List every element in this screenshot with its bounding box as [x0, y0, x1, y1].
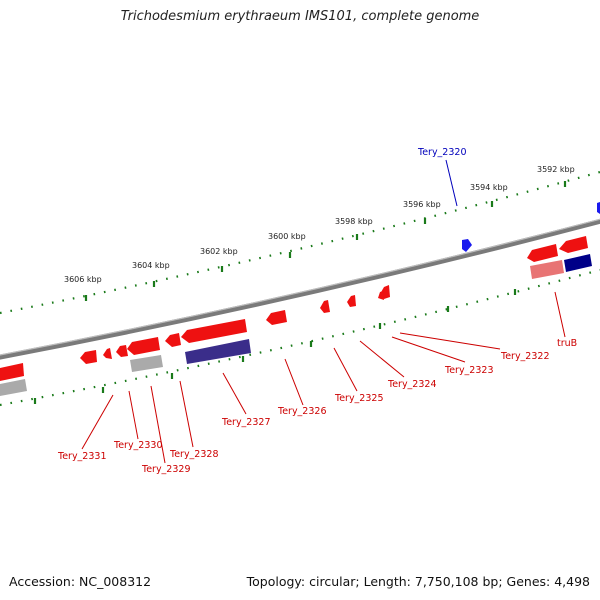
upper-scale-track	[0, 170, 600, 315]
feature-box-dark-blue[interactable]	[564, 254, 592, 272]
gene-label-tery-2331[interactable]: Tery_2331	[57, 451, 107, 462]
gene-label-tery-2323[interactable]: Tery_2323	[444, 365, 494, 376]
lower-scale-track	[0, 268, 600, 407]
leader-line-tery-2320	[445, 159, 458, 207]
gene-arrow-tery-2325[interactable]	[320, 300, 330, 313]
gene-label-tery-2324[interactable]: Tery_2324	[387, 379, 437, 390]
scale-labels: 3592 kbp 3594 kbp 3596 kbp 3598 kbp 3600…	[64, 165, 575, 284]
leader-line-tery-2324	[359, 340, 405, 378]
feature-box-pink[interactable]	[530, 260, 564, 279]
scale-label: 3602 kbp	[200, 247, 238, 256]
gene-arrow-tery-2320[interactable]	[462, 239, 472, 252]
map-title: Trichodesmium erythraeum IMS101, complet…	[120, 9, 480, 24]
gene-arrow-tery-2327[interactable]	[181, 319, 247, 343]
leader-line-tery-2323	[391, 336, 466, 363]
scale-label: 3598 kbp	[335, 217, 373, 226]
scale-label: 3600 kbp	[268, 232, 306, 241]
leader-line-tery-2329	[150, 385, 166, 464]
upper-major-ticks	[84, 181, 567, 301]
leader-line-tery-2326	[284, 358, 304, 406]
genome-backbone	[0, 218, 600, 360]
gene-arrow-tery-2323[interactable]	[378, 291, 384, 300]
leader-line-tery-2328	[179, 380, 194, 448]
leader-line-tery-2327	[222, 372, 247, 415]
gene-arrow-tery-2326[interactable]	[266, 310, 287, 325]
leader-line-tery-2322	[399, 332, 501, 350]
leader-line-tery-2330	[128, 390, 139, 440]
gene-arrow-trub[interactable]	[527, 244, 558, 262]
gene-labels: Tery_2320 truB Tery_2322 Tery_2323 Tery_…	[57, 147, 577, 475]
gene-arrow-tery-2328[interactable]	[165, 333, 181, 347]
gene-label-trub[interactable]: truB	[557, 338, 577, 349]
leader-line-tery-2325	[333, 347, 358, 392]
genome-backbone-highlight	[0, 218, 600, 356]
gene-label-tery-2329[interactable]: Tery_2329	[141, 464, 191, 475]
gene-arrow-tery-2324[interactable]	[347, 295, 356, 307]
scale-label: 3592 kbp	[537, 165, 575, 174]
scale-label: 3606 kbp	[64, 275, 102, 284]
gene-arrow-tery-2331[interactable]	[80, 350, 97, 364]
gene-arrow-left-edge[interactable]	[0, 363, 24, 381]
gene-arrow-partial-blue[interactable]	[597, 202, 600, 214]
gene-label-tery-2330[interactable]: Tery_2330	[113, 440, 163, 451]
gene-arrows-reverse	[0, 236, 588, 381]
gene-label-tery-2325[interactable]: Tery_2325	[334, 393, 384, 404]
leader-lines	[81, 159, 566, 464]
gene-arrow-tery-2329[interactable]	[127, 337, 160, 355]
gene-label-tery-2326[interactable]: Tery_2326	[277, 406, 327, 417]
scale-label: 3604 kbp	[132, 261, 170, 270]
gene-arrow-right-edge[interactable]	[559, 236, 588, 253]
leader-line-tery-2331	[81, 394, 114, 450]
gene-label-tery-2320[interactable]: Tery_2320	[417, 147, 467, 158]
accession-text: Accession: NC_008312	[9, 574, 152, 589]
gene-label-tery-2327[interactable]: Tery_2327	[221, 417, 271, 428]
gene-label-tery-2322[interactable]: Tery_2322	[500, 351, 550, 362]
feature-box-rna[interactable]	[185, 339, 251, 364]
feature-box-grey-1[interactable]	[130, 355, 163, 372]
scale-label: 3594 kbp	[470, 183, 508, 192]
scale-label: 3596 kbp	[403, 200, 441, 209]
gene-label-tery-2328[interactable]: Tery_2328	[169, 449, 219, 460]
feature-track-secondary	[0, 254, 592, 396]
gene-arrow-tery-2330b[interactable]	[103, 348, 112, 359]
leader-line-trub	[554, 291, 566, 338]
genome-summary-text: Topology: circular; Length: 7,750,108 bp…	[246, 574, 590, 589]
feature-box-grey-2[interactable]	[0, 379, 27, 396]
lower-major-ticks	[33, 289, 517, 404]
gene-arrow-tery-2330a[interactable]	[116, 345, 128, 357]
